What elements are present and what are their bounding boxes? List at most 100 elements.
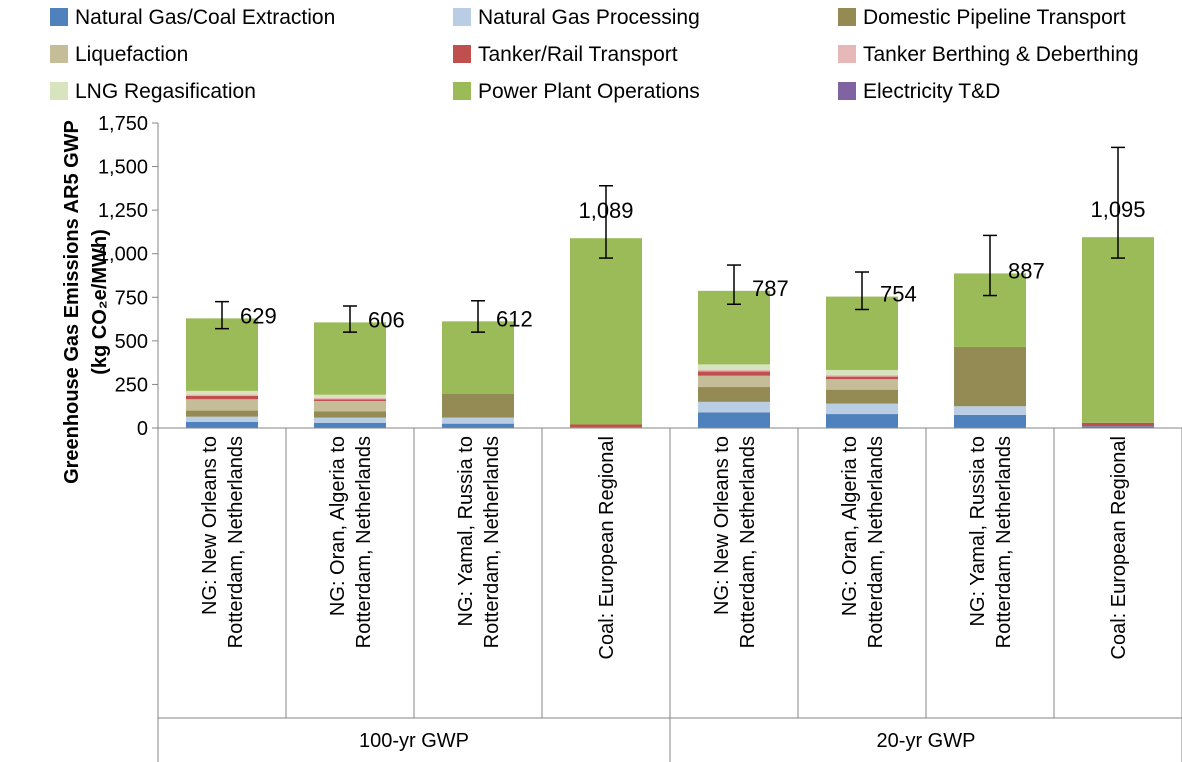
total-label: 606 [368, 307, 405, 332]
bar-segment [314, 411, 386, 418]
x-category-label: Coal: European Regional [596, 436, 618, 660]
legend-label: Tanker Berthing & Deberthing [863, 43, 1139, 66]
x-category-label: Rotterdam, Netherlands [353, 436, 375, 648]
bar-segment [442, 394, 514, 418]
y-axis-title-line1: Greenhouse Gas Emissions AR5 GWP [61, 120, 83, 484]
bar-segment [1082, 422, 1154, 427]
bar-segment [314, 394, 386, 398]
bar-segment [186, 410, 258, 417]
legend-swatch [453, 8, 471, 26]
y-axis-title: Greenhouse Gas Emissions AR5 GWP (kg CO₂… [61, 120, 111, 484]
legend-label: Liquefaction [75, 43, 188, 66]
bar-segment [186, 394, 258, 396]
y-tick-label: 0 [137, 418, 148, 440]
y-tick-label: 1,250 [98, 200, 148, 222]
bar-segment [186, 390, 258, 395]
legend-label: Domestic Pipeline Transport [863, 6, 1126, 29]
bar-segment [954, 414, 1026, 428]
bar-segment [954, 346, 1026, 407]
x-category-label: NG: New Orleans to [711, 436, 733, 615]
y-tick-label: 250 [115, 374, 148, 396]
bar-segment [314, 422, 386, 428]
legend-swatch [838, 45, 856, 63]
x-category-label: Rotterdam, Netherlands [993, 436, 1015, 648]
legend-swatch [838, 82, 856, 100]
bar-segment [826, 376, 898, 380]
bar-segment [186, 318, 258, 391]
bar-segment [698, 371, 770, 376]
x-group-label: 20-yr GWP [877, 730, 976, 752]
y-tick-label: 500 [115, 331, 148, 353]
bar-segment [186, 421, 258, 428]
legend-label: LNG Regasification [75, 80, 256, 103]
bar-segment [314, 417, 386, 423]
bar-segment [698, 401, 770, 413]
legend-swatch [50, 82, 68, 100]
x-category-label: NG: Oran, Algeria to [839, 436, 861, 616]
bar-segment [314, 322, 386, 395]
bar-segment [314, 400, 386, 412]
bar-segment [186, 399, 258, 411]
bar-segment [186, 416, 258, 422]
legend-label: Tanker/Rail Transport [478, 43, 678, 66]
total-label: 887 [1008, 258, 1045, 283]
bar-segment [570, 238, 642, 425]
x-category-label: Coal: European Regional [1108, 436, 1130, 660]
bar-segment [442, 417, 514, 424]
total-label: 629 [240, 303, 277, 328]
total-label: 754 [880, 282, 917, 307]
bar-segment [826, 374, 898, 377]
bar-segment [826, 403, 898, 415]
legend-swatch [838, 8, 856, 26]
bar-segment [186, 395, 258, 400]
x-category-label: Rotterdam, Netherlands [865, 436, 887, 648]
bar-segment [442, 423, 514, 428]
bar-segment [698, 369, 770, 372]
bar-segment [698, 387, 770, 402]
legend-label: Electricity T&D [863, 80, 1000, 103]
x-category-label: Rotterdam, Netherlands [225, 436, 247, 648]
bar-segment [314, 397, 386, 400]
legend-swatch [50, 8, 68, 26]
x-group-label: 100-yr GWP [359, 730, 469, 752]
y-tick-label: 750 [115, 287, 148, 309]
legend-swatch [453, 82, 471, 100]
bar-segment [826, 369, 898, 375]
y-tick-label: 1,750 [98, 113, 148, 135]
x-category-label: NG: Oran, Algeria to [327, 436, 349, 616]
total-label: 1,089 [578, 198, 633, 223]
total-label: 612 [496, 306, 533, 331]
bar-segment [1082, 426, 1154, 428]
y-tick-label: 1,000 [98, 244, 148, 266]
legend-label: Natural Gas Processing [478, 6, 700, 29]
bar-segment [314, 399, 386, 401]
legend-swatch [50, 45, 68, 63]
y-axis-title-line2: (kg CO₂e/MWh) [89, 229, 111, 375]
x-category-label: Rotterdam, Netherlands [737, 436, 759, 648]
y-tick-label: 1,500 [98, 157, 148, 179]
legend: Natural Gas/Coal Extraction Natural Gas P… [50, 6, 1139, 103]
bar-segment [698, 412, 770, 428]
total-labels: 629 606 612 1,089 787 754 887 1,095 [240, 197, 1146, 332]
bar-segment [698, 375, 770, 388]
x-category-label: NG: Yamal, Russia to [455, 436, 477, 626]
x-category-label: Rotterdam, Netherlands [481, 436, 503, 648]
y-axis: 0 250 500 750 1,000 1,250 1,500 1,750 [98, 113, 159, 440]
bar-segment [1082, 237, 1154, 423]
bars [186, 237, 1154, 428]
legend-swatch [453, 45, 471, 63]
total-label: 787 [752, 276, 789, 301]
bar-segment [442, 321, 514, 395]
x-category-label: NG: New Orleans to [199, 436, 221, 615]
bar-segment [954, 406, 1026, 415]
legend-label: Power Plant Operations [478, 80, 700, 103]
bar-segment [826, 379, 898, 390]
bar-segment [570, 424, 642, 428]
bar-segment [826, 389, 898, 404]
legend-label: Natural Gas/Coal Extraction [75, 6, 335, 29]
total-label: 1,095 [1090, 197, 1145, 222]
x-category-label: NG: Yamal, Russia to [967, 436, 989, 626]
x-axis: NG: New Orleans to Rotterdam, Netherlands… [157, 427, 1182, 762]
bar-segment [698, 364, 770, 370]
